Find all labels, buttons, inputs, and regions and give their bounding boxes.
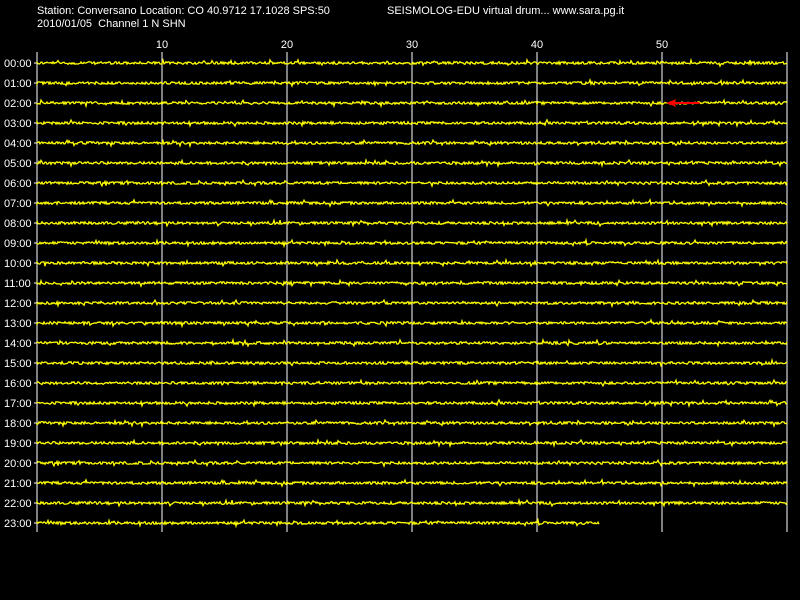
- row-label: 05:00: [4, 158, 32, 170]
- trace-layer: [36, 57, 788, 529]
- x-tick-label: 40: [531, 39, 543, 51]
- trace-line-1500: [36, 357, 788, 368]
- trace-line-2300: [36, 517, 600, 529]
- row-label: 20:00: [4, 458, 32, 470]
- trace-line-1400: [36, 337, 788, 348]
- label-layer: 10 20 30 40 50 00:00 01:00 02:00 03:00 04:00 05:00…: [4, 39, 668, 530]
- row-label: 03:00: [4, 118, 32, 130]
- row-label: 06:00: [4, 178, 32, 190]
- credit-text: SEISMOLOG-EDU virtual drum... www.sara.p…: [387, 5, 625, 17]
- trace-line-0100: [36, 77, 788, 88]
- trace-line-1300: [36, 318, 788, 329]
- row-label: 17:00: [4, 398, 32, 410]
- row-label: 18:00: [4, 418, 32, 430]
- row-label: 01:00: [4, 78, 32, 90]
- trace-line-1900: [36, 438, 788, 449]
- trace-line-0300: [36, 118, 788, 128]
- row-label: 13:00: [4, 318, 32, 330]
- row-label: 16:00: [4, 378, 32, 390]
- row-label: 21:00: [4, 478, 32, 490]
- row-label: 22:00: [4, 498, 32, 510]
- row-label: 09:00: [4, 238, 32, 250]
- trace-line-2200: [36, 497, 788, 508]
- x-tick-label: 30: [406, 39, 418, 51]
- trace-line-0900: [36, 237, 788, 249]
- row-label: 14:00: [4, 338, 32, 350]
- row-label: 19:00: [4, 438, 32, 450]
- trace-line-1800: [36, 418, 788, 429]
- trace-line-0200: [36, 98, 788, 109]
- trace-line-1200: [36, 298, 788, 309]
- trace-line-1700: [36, 398, 788, 408]
- trace-line-1600: [36, 378, 788, 388]
- row-label: 10:00: [4, 258, 32, 270]
- trace-line-0500: [36, 158, 788, 169]
- trace-line-0000: [36, 57, 788, 68]
- row-label: 15:00: [4, 358, 32, 370]
- trace-line-0700: [36, 197, 788, 208]
- trace-line-0400: [36, 138, 788, 149]
- row-label: 23:00: [4, 518, 32, 530]
- row-label: 12:00: [4, 298, 32, 310]
- trace-line-2100: [36, 477, 788, 488]
- row-label: 08:00: [4, 218, 32, 230]
- trace-line-2000: [36, 458, 788, 468]
- trace-line-0600: [36, 178, 788, 188]
- trace-line-0800: [36, 217, 788, 228]
- row-label: 07:00: [4, 198, 32, 210]
- trace-line-1100: [36, 278, 788, 288]
- row-label: 02:00: [4, 98, 32, 110]
- row-label: 04:00: [4, 138, 32, 150]
- row-label: 00:00: [4, 58, 32, 70]
- x-tick-label: 20: [281, 39, 293, 51]
- trace-line-1000: [36, 257, 788, 268]
- station-info: Station: Conversano Location: CO 40.9712…: [37, 5, 330, 17]
- date-channel-info: 2010/01/05 Channel 1 N SHN: [37, 18, 186, 30]
- x-tick-label: 10: [156, 39, 168, 51]
- row-label: 11:00: [4, 278, 31, 290]
- event-marker: [666, 99, 677, 107]
- x-tick-label: 50: [656, 39, 668, 51]
